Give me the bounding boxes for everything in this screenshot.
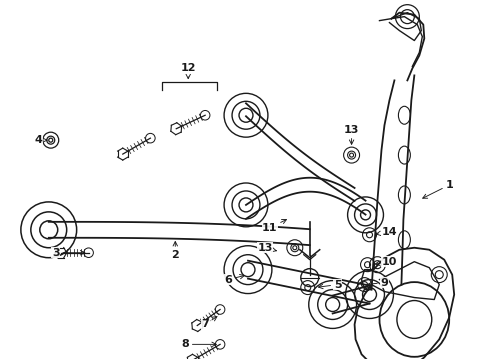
Text: 9: 9: [368, 278, 389, 288]
Text: 5: 5: [318, 280, 342, 289]
Text: 8: 8: [181, 339, 216, 349]
Text: 14: 14: [376, 227, 397, 237]
Text: 12: 12: [180, 63, 196, 78]
Text: 1: 1: [423, 180, 453, 198]
Text: 3: 3: [52, 248, 85, 258]
Text: 6: 6: [224, 274, 245, 285]
Text: 11: 11: [262, 220, 287, 233]
Text: 10: 10: [375, 257, 397, 267]
Text: 13: 13: [344, 125, 359, 144]
Text: 2: 2: [172, 242, 179, 260]
Text: 7: 7: [201, 316, 217, 329]
Text: 13: 13: [257, 243, 276, 253]
Text: 4: 4: [35, 135, 47, 145]
